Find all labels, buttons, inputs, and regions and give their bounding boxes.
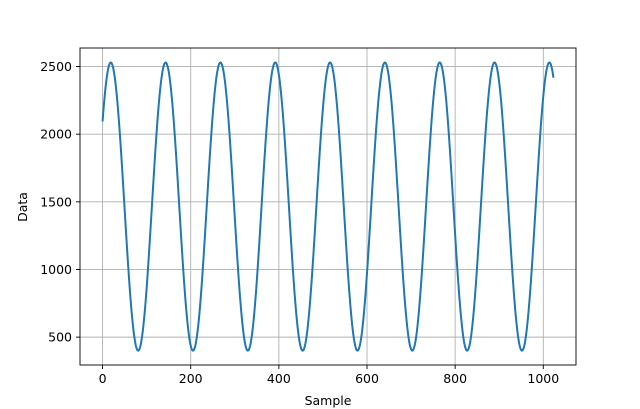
x-tick-label: 1000 xyxy=(527,371,559,386)
y-tick-label: 2000 xyxy=(40,127,72,142)
grid xyxy=(80,48,576,365)
y-tick-label: 2500 xyxy=(40,59,72,74)
x-tick-label: 200 xyxy=(179,371,203,386)
y-axis-label: Data xyxy=(15,192,30,222)
y-tick-label: 1500 xyxy=(40,194,72,209)
x-axis: 0 200 400 600 800 1000 xyxy=(99,365,559,386)
x-axis-label: Sample xyxy=(305,393,352,408)
x-tick-label: 800 xyxy=(443,371,467,386)
series-layer xyxy=(101,61,555,352)
y-axis: 500 1000 1500 2000 2500 xyxy=(40,59,80,345)
series-line xyxy=(101,61,555,352)
x-tick-label: 0 xyxy=(99,371,107,386)
x-tick-label: 400 xyxy=(267,371,291,386)
x-tick-label: 600 xyxy=(355,371,379,386)
plot-frame xyxy=(79,47,577,366)
y-tick-label: 1000 xyxy=(40,262,72,277)
y-tick-label: 500 xyxy=(48,330,72,345)
